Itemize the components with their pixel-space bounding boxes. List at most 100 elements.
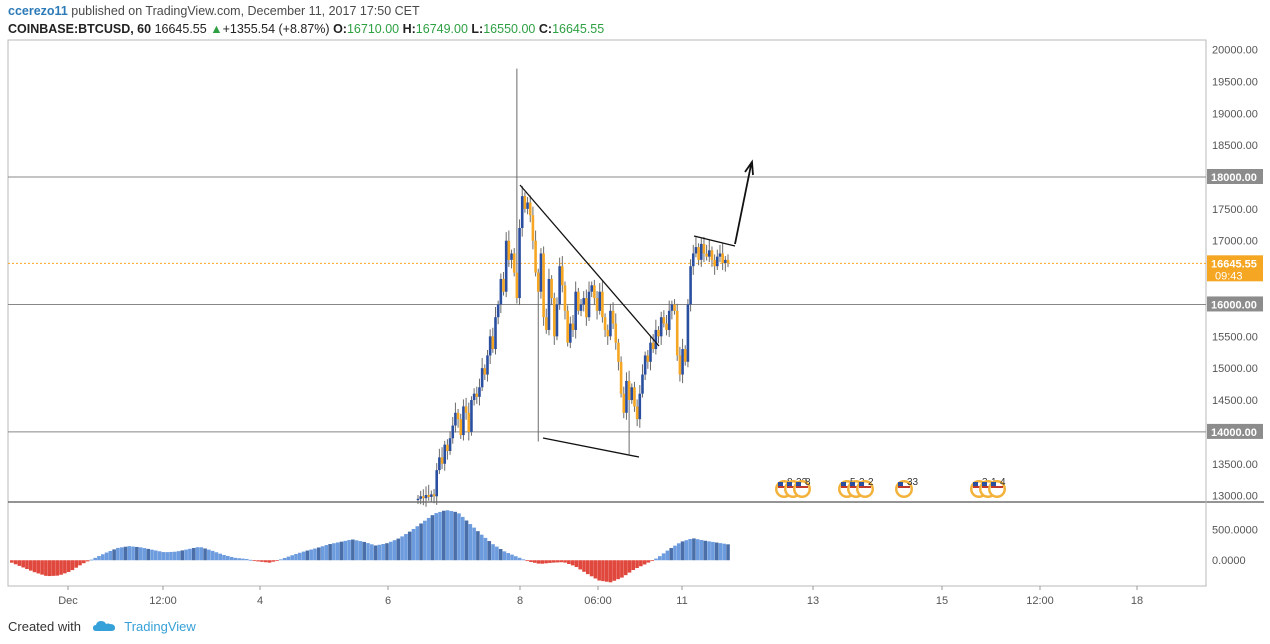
histogram-bar (658, 556, 662, 561)
economic-event-marker: 8228 (775, 477, 811, 498)
candle (470, 396, 473, 436)
candle (667, 300, 671, 337)
histogram-bar (362, 541, 367, 561)
histogram-bar (483, 537, 488, 561)
histogram-bar (642, 560, 647, 565)
histogram-bar (536, 560, 541, 564)
tradingview-cloud-icon (92, 621, 115, 631)
candle-body (726, 259, 730, 264)
histogram-bar (354, 540, 359, 561)
histogram-bar (559, 560, 564, 563)
tradingview-brand-link[interactable]: TradingView (124, 619, 196, 634)
candle-body (689, 266, 692, 305)
candle-body (440, 457, 444, 464)
candle-body (638, 393, 642, 420)
histogram-bar (123, 546, 128, 561)
price-tick-label: 15500.00 (1212, 331, 1258, 343)
time-tick-label: 18 (1131, 595, 1143, 607)
histogram-bar (570, 560, 575, 566)
candle (630, 383, 634, 404)
candle (707, 240, 711, 263)
event-flag-canton (898, 482, 903, 486)
economic-event-marker: 522 (838, 477, 874, 498)
trendline (693, 235, 736, 247)
candle-body (566, 310, 569, 343)
histogram-bar (271, 560, 276, 562)
histogram-bar (66, 560, 71, 572)
price-tick-label: 20000.00 (1212, 45, 1258, 57)
histogram-bar (722, 543, 727, 561)
histogram-bar (104, 552, 109, 561)
close-label: C: (538, 22, 553, 36)
event-flag-canton (796, 482, 801, 486)
histogram-bar (385, 543, 389, 561)
candle (726, 254, 730, 268)
candle (617, 338, 620, 371)
candle-body (499, 278, 503, 305)
candle (590, 281, 594, 298)
candle-body (603, 317, 607, 330)
candle (427, 484, 430, 501)
histogram-bar (78, 560, 82, 566)
histogram-bar (514, 556, 518, 561)
candle-body (552, 298, 556, 337)
candle (694, 236, 698, 258)
histogram-bar (203, 548, 207, 561)
time-tick-label: 12:00 (1026, 595, 1054, 607)
event-flag-stripe (982, 486, 994, 488)
histogram-bar (226, 555, 230, 561)
candle (582, 291, 585, 312)
event-flag-stripe (973, 486, 985, 488)
histogram-bar (146, 548, 151, 561)
histogram-bar (468, 524, 473, 561)
candle (547, 268, 551, 336)
candle-body (657, 329, 660, 337)
histogram-bar (263, 560, 268, 563)
candle-body (579, 304, 583, 311)
candle (510, 249, 513, 269)
candle-body (486, 355, 489, 375)
level-axis-label: 14000.00 (1211, 427, 1257, 439)
candle-body (662, 317, 666, 324)
histogram-bar (377, 544, 382, 561)
candle-body (555, 304, 559, 337)
candle (593, 279, 596, 306)
histogram-bar (10, 560, 14, 563)
candle-body (724, 259, 727, 264)
candle-body (526, 202, 529, 209)
histogram-bar (661, 553, 666, 561)
histogram-bar (525, 560, 529, 562)
author-link[interactable]: ccerezo11 (8, 4, 68, 18)
histogram-bar (328, 544, 332, 561)
candle (598, 283, 602, 315)
histogram-bar (358, 541, 363, 561)
candle (702, 236, 706, 263)
candle-body (694, 247, 698, 254)
event-flag-stripe (898, 486, 910, 488)
price-tick-label: 17000.00 (1212, 236, 1258, 248)
candle-body (561, 266, 564, 286)
histogram-bar (40, 560, 44, 575)
level-axis-label-bg (1207, 169, 1263, 185)
histogram-bar (578, 560, 583, 570)
histogram-bar (32, 560, 37, 573)
candle (432, 488, 436, 504)
candle-body (625, 380, 628, 413)
histogram-bar (154, 550, 158, 561)
histogram-bar (510, 554, 514, 561)
event-flag-stripe (841, 486, 853, 488)
candle-body (459, 419, 463, 436)
candle (721, 243, 724, 271)
event-flag-canton (778, 482, 783, 486)
candle (499, 273, 503, 314)
histogram-bar (612, 560, 617, 581)
candle-body (716, 256, 719, 267)
candle-body (536, 272, 540, 292)
candle (550, 275, 553, 306)
candle-body (504, 240, 508, 292)
candle (691, 244, 695, 275)
histogram-bar (119, 547, 124, 561)
histogram-bar (256, 560, 260, 562)
histogram-bar (415, 526, 420, 561)
